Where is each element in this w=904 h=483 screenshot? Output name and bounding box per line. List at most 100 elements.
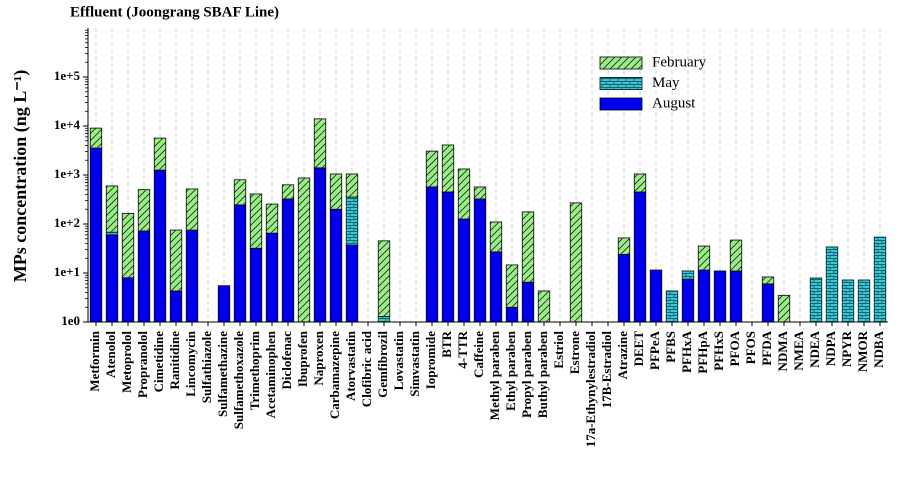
x-tick-label: Metformin	[87, 330, 102, 391]
x-tick-label: Methyl paraben	[487, 330, 502, 420]
bar-pattern	[154, 138, 166, 171]
x-tick-label: Lincomycin	[183, 330, 198, 396]
x-tick-label: Ibuprofen	[295, 330, 310, 387]
y-axis-title: MPs concentration (ng L⁻¹)	[10, 70, 31, 282]
bar	[329, 208, 343, 323]
bar	[217, 285, 231, 323]
x-tick-label: Caffeine	[471, 331, 486, 378]
bar-pattern	[90, 128, 102, 149]
x-tick-label: Gemfibrozil	[375, 331, 390, 398]
x-tick-label: PFHpA	[695, 330, 710, 373]
bar-pattern	[378, 316, 390, 322]
x-tick-label: Propranolol	[135, 331, 150, 398]
x-tick-label: PFOS	[743, 331, 758, 364]
bar-pattern	[570, 202, 582, 322]
x-tick-label: Estrone	[567, 331, 582, 374]
x-tick-label: NDBA	[871, 330, 886, 367]
bar-pattern	[810, 278, 822, 322]
x-tick-label: Acetaminophen	[263, 330, 278, 418]
bar-pattern	[762, 276, 774, 284]
bar-pattern	[490, 221, 502, 252]
bar-pattern	[346, 197, 358, 246]
x-tick-label: PFPeA	[647, 330, 662, 370]
bar	[729, 270, 743, 323]
bar	[633, 191, 647, 323]
bar-pattern	[618, 237, 630, 255]
x-tick-label: DEET	[631, 331, 646, 367]
x-tick-label: NMOR	[855, 330, 870, 372]
x-tick-label: NDMA	[775, 330, 790, 371]
x-tick-label: PFOA	[727, 330, 742, 366]
x-tick-label: Cimetidine	[151, 331, 166, 393]
bar-pattern	[250, 193, 262, 249]
bar	[137, 230, 151, 323]
y-tick-label: 1e+4	[54, 117, 81, 132]
x-tick-label: NPYR	[839, 330, 854, 367]
bar-pattern	[330, 173, 342, 210]
legend-swatch-pattern	[600, 57, 642, 69]
bar-pattern	[698, 246, 710, 271]
x-tick-label: NDEA	[807, 330, 822, 367]
x-tick-label: PFDA	[759, 330, 774, 365]
y-tick-label: 1e0	[61, 313, 80, 328]
x-tick-label: Diclofenac	[279, 331, 294, 390]
bar	[521, 281, 535, 323]
bar-pattern	[346, 173, 358, 198]
bar	[105, 234, 119, 323]
bar-pattern	[826, 246, 838, 322]
x-tick-label: Sulfathiazole	[199, 331, 214, 403]
x-tick-label: 17B-Estradiol	[599, 331, 614, 409]
bar-pattern	[506, 264, 518, 308]
x-tick-label: Sulfamethazine	[215, 331, 230, 417]
x-tick-label: NMEA	[791, 330, 806, 370]
bar	[425, 186, 439, 323]
y-tick-label: 1e+3	[54, 166, 81, 181]
bar-pattern	[458, 168, 470, 220]
x-tick-label: Iopromide	[423, 331, 438, 389]
bar-pattern	[682, 270, 694, 280]
bar-pattern	[378, 240, 390, 317]
bar	[313, 167, 327, 323]
x-tick-label: 4-TTR	[455, 330, 470, 368]
bar-pattern	[730, 240, 742, 271]
bar-pattern	[442, 144, 454, 192]
bar-pattern	[426, 151, 438, 187]
x-tick-label: Clofibric acid	[359, 330, 374, 407]
bar-pattern	[874, 237, 886, 322]
legend-swatch-pattern	[600, 77, 642, 90]
bar	[265, 232, 279, 323]
x-tick-label: Propyl paraben	[519, 330, 534, 418]
x-tick-label: Atenolol	[103, 331, 118, 378]
bar-pattern	[842, 279, 854, 322]
legend-swatch	[599, 97, 643, 111]
bar-pattern	[234, 179, 246, 205]
bar-pattern	[122, 213, 134, 278]
bar-pattern	[538, 290, 550, 322]
bar	[649, 269, 663, 323]
legend-label: August	[652, 95, 696, 111]
x-tick-label: Ethyl paraben	[503, 330, 518, 411]
bar-pattern	[634, 173, 646, 192]
bar	[89, 147, 103, 323]
bar-pattern	[858, 279, 870, 322]
x-tick-label: Ranitidine	[167, 331, 182, 390]
x-tick-label: PFHxA	[679, 330, 694, 372]
y-tick-label: 1e+5	[54, 68, 81, 83]
x-tick-label: NDPA	[823, 330, 838, 366]
bar	[681, 278, 695, 323]
x-tick-label: PFBS	[663, 331, 678, 363]
axes: 1e0 1e+1 1e+2 1e+3 1e+4 1e+5 Metformin Atenolol…	[54, 28, 888, 447]
bar-pattern	[106, 232, 118, 235]
bar	[249, 247, 263, 323]
bar	[281, 198, 295, 323]
bar	[169, 290, 183, 323]
x-tick-label: Buthyl paraben	[535, 330, 550, 418]
bar-pattern	[138, 189, 150, 231]
x-tick-label: Estriol	[551, 331, 566, 369]
bar-pattern	[266, 204, 278, 234]
bar	[617, 253, 631, 323]
bar	[457, 218, 471, 323]
bar	[233, 204, 247, 323]
legend: February May August	[599, 54, 707, 111]
